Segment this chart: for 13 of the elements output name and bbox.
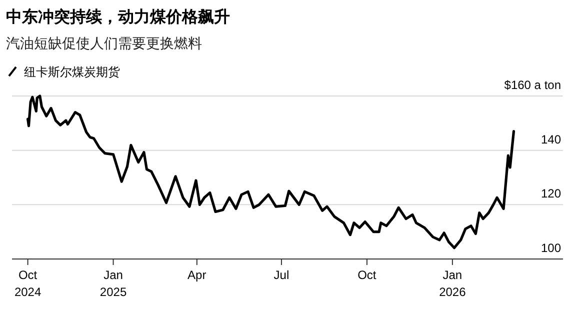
chart-title: 中东冲突持续，动力煤价格飙升 bbox=[6, 8, 230, 26]
x-tick-label: Jul bbox=[274, 268, 290, 282]
x-tick-label: Jan 2025 bbox=[100, 268, 127, 299]
y-tick-label: 100 bbox=[540, 241, 562, 255]
x-tick-label: Oct bbox=[358, 268, 377, 282]
x-tick-label: Oct 2024 bbox=[14, 268, 42, 299]
legend-label: 纽卡斯尔煤炭期货 bbox=[24, 65, 120, 79]
chart-subtitle: 汽油短缺促使人们需要更换燃料 bbox=[6, 35, 202, 51]
x-tick-label: Jan 2026 bbox=[439, 268, 466, 299]
y-tick-label: 120 bbox=[540, 186, 562, 201]
y-tick-label: 140 bbox=[540, 132, 562, 146]
y-tick-label: $160 a ton bbox=[504, 78, 561, 92]
x-tick-label: Apr bbox=[188, 268, 206, 282]
